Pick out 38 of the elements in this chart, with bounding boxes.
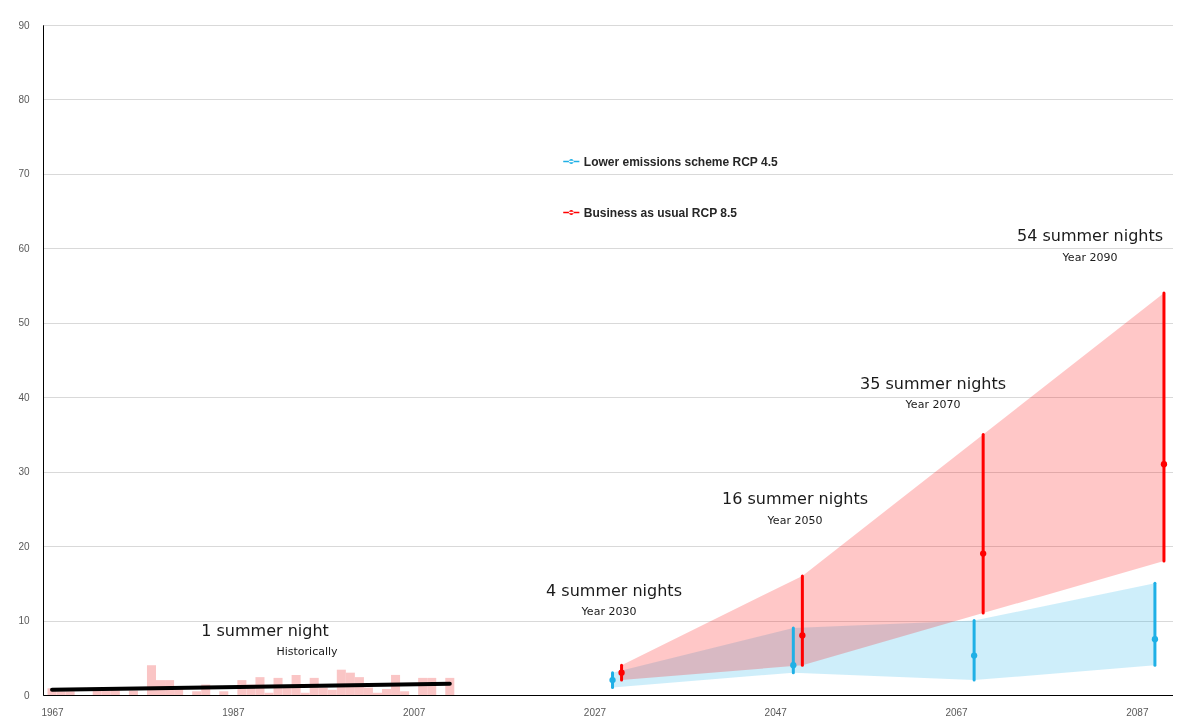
x-tick-label: 2087: [1126, 706, 1149, 718]
point: [790, 662, 797, 669]
y-tick-label: 70: [18, 168, 30, 180]
y-tick-label: 30: [18, 466, 30, 478]
y-tick-label: 50: [18, 317, 30, 329]
annotation: Historically: [276, 645, 339, 658]
annotation: Year 2090: [1061, 251, 1118, 264]
point: [618, 669, 625, 676]
y-tick-label: 40: [18, 391, 30, 403]
point: [609, 676, 616, 684]
annotation: 35 summer nights: [859, 374, 1007, 393]
bar: [219, 691, 229, 695]
x-tick-label: 2007: [403, 706, 426, 718]
y-tick-label: 80: [18, 93, 30, 105]
annotation: Year 2050: [766, 514, 823, 527]
legend-label: Business as usual RCP 8.5: [583, 205, 738, 220]
x-tick-label: 2027: [583, 706, 607, 718]
annotation: 1 summer night: [201, 621, 329, 640]
annotation: 54 summer nights: [1016, 226, 1164, 245]
legend-label: Lower emissions scheme RCP 4.5: [583, 154, 778, 169]
y-tick-label: 10: [18, 615, 30, 627]
point: [970, 652, 978, 659]
annotation: Year 2030: [580, 605, 637, 618]
point: [1160, 461, 1168, 468]
annotation: 4 summer nights: [546, 581, 682, 600]
point: [799, 632, 806, 639]
y-tick-label: 90: [18, 19, 30, 31]
y-tick-label: 60: [18, 242, 30, 254]
x-tick-label: 1987: [222, 706, 245, 718]
y-tick-label: 20: [18, 540, 30, 552]
annotation: Year 2070: [904, 398, 961, 411]
x-tick-label: 1967: [41, 706, 65, 718]
y-tick-label: 0: [23, 689, 30, 701]
x-tick-label: 2067: [945, 706, 969, 718]
annotation: 16 summer nights: [721, 489, 869, 508]
x-tick-label: 2047: [764, 706, 788, 718]
point: [980, 550, 987, 557]
point: [1151, 636, 1159, 643]
